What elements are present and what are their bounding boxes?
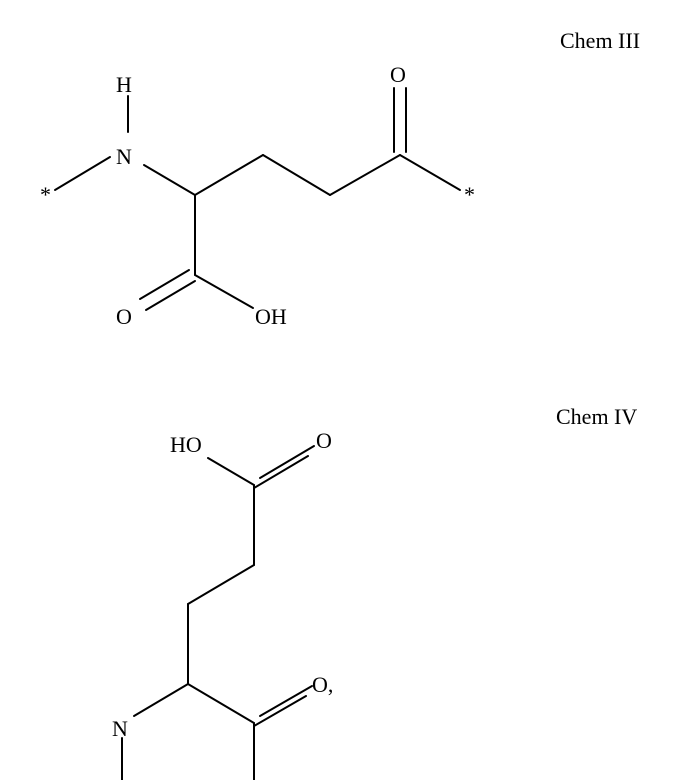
bond: [146, 281, 195, 310]
atom-label: O,: [312, 672, 333, 697]
caption-chem-iii-text: Chem III: [560, 28, 640, 53]
bond: [208, 458, 254, 485]
atom-label: H: [116, 72, 132, 97]
atom-label: *: [464, 182, 475, 207]
page: Chem III Chem IV *NH*OOOH HOONO,**: [0, 0, 697, 777]
atom-label: OH: [255, 304, 287, 329]
bond: [195, 275, 253, 308]
atom-label: HO: [170, 432, 202, 457]
atom-label: O: [116, 304, 132, 329]
atom-label: *: [40, 182, 51, 207]
bond: [254, 696, 306, 726]
structure-chem-iii: *NH*OOOH: [30, 10, 420, 340]
atom-label: N: [116, 144, 132, 169]
bond: [140, 270, 189, 299]
bond: [260, 446, 314, 478]
bond: [260, 686, 312, 716]
bond: [55, 157, 110, 190]
bond: [195, 155, 263, 195]
atom-label: O: [390, 62, 406, 87]
caption-chem-iv-text: Chem IV: [556, 404, 637, 429]
bond: [330, 155, 400, 195]
bond: [188, 684, 254, 723]
bond: [254, 456, 308, 488]
caption-chem-iv: Chem IV: [556, 404, 637, 430]
bond: [188, 565, 254, 604]
atom-label: O: [316, 428, 332, 453]
caption-chem-iii: Chem III: [560, 28, 640, 54]
bond: [263, 155, 330, 195]
bond: [134, 684, 188, 716]
atom-label: N: [112, 716, 128, 741]
structure-chem-iv: HOONO,**: [90, 390, 420, 780]
bond: [144, 165, 195, 195]
bond: [400, 155, 460, 190]
